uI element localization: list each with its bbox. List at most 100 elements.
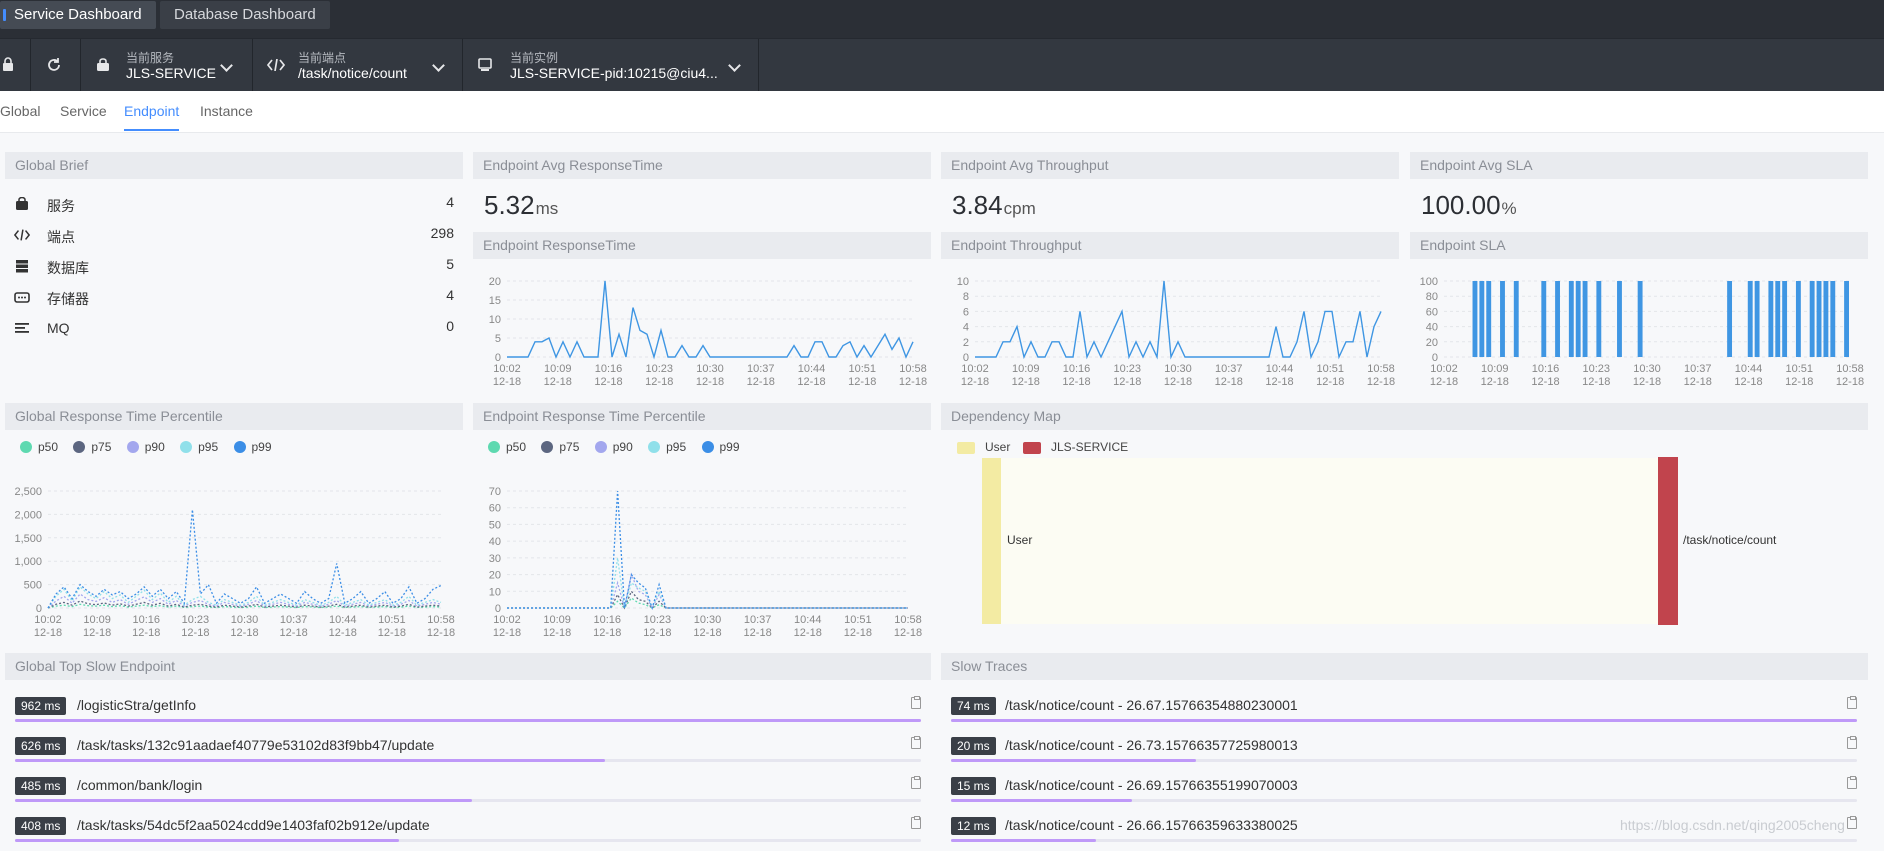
endpoint-name: /task/tasks/54dc5f2aa5024cdd9e1403faf02b… <box>77 817 430 833</box>
list-item[interactable]: 74 ms /task/notice/count - 26.67.1576635… <box>951 693 1857 731</box>
brief-row-database: 数据库 5 <box>14 256 454 278</box>
x-tick-label: 10:44 <box>329 614 357 626</box>
duration-badge: 408 ms <box>15 817 67 835</box>
x-tick-label: 10:23 <box>1582 363 1610 375</box>
duration-badge: 626 ms <box>15 737 67 755</box>
sla-bar <box>1795 281 1801 357</box>
brief-label: 服务 <box>47 198 75 214</box>
x-tick-label: 10:37 <box>1215 363 1243 375</box>
brief-row-mq: MQ 0 <box>14 318 454 340</box>
x-tick-label: 12-18 <box>747 376 775 388</box>
sla-bar <box>1555 281 1560 357</box>
tab-database-dashboard[interactable]: Database Dashboard <box>160 1 330 29</box>
endpoint-selector[interactable]: 当前端点 /task/notice/count <box>252 39 463 91</box>
service-selector[interactable]: 当前服务 JLS-SERVICE <box>80 39 253 91</box>
sla-bar <box>1541 281 1547 357</box>
lock-button[interactable] <box>0 39 31 91</box>
legend-item-p95[interactable]: p95 <box>180 440 218 454</box>
copy-icon[interactable] <box>1847 696 1857 709</box>
x-tick-label: 12-18 <box>1062 376 1090 388</box>
sla-bar <box>1844 281 1849 357</box>
duration-bar <box>15 799 472 802</box>
reload-button[interactable] <box>30 39 81 91</box>
trace-name: /task/notice/count - 26.67.1576635488023… <box>1005 697 1298 713</box>
instance-icon <box>478 58 492 71</box>
brief-label: 数据库 <box>47 260 89 276</box>
brief-label: MQ <box>47 320 70 336</box>
copy-icon[interactable] <box>911 776 921 789</box>
list-item[interactable]: 408 ms /task/tasks/54dc5f2aa5024cdd9e140… <box>15 813 921 851</box>
y-tick-label: 5 <box>495 333 501 345</box>
x-tick-label: 12-18 <box>696 376 724 388</box>
slow-traces-title: Slow Traces <box>941 653 1868 680</box>
copy-icon[interactable] <box>911 696 921 709</box>
node-endpoint[interactable] <box>1658 457 1678 625</box>
x-tick-label: 10:30 <box>696 363 724 375</box>
y-tick-label: 15 <box>489 295 501 307</box>
copy-icon[interactable] <box>911 816 921 829</box>
tab-service-dashboard[interactable]: Service Dashboard <box>0 1 156 29</box>
y-tick-label: 4 <box>963 322 969 334</box>
avg-response-title: Endpoint Avg ResponseTime <box>473 152 931 179</box>
x-tick-label: 12-18 <box>1215 376 1243 388</box>
duration-badge: 485 ms <box>15 777 67 795</box>
list-item[interactable]: 962 ms /logisticStra/getInfo <box>15 693 921 731</box>
series-line-p95 <box>47 585 442 609</box>
list-item[interactable]: 626 ms /task/tasks/132c91aadaef40779e531… <box>15 733 921 771</box>
tab-instance[interactable]: Instance <box>200 103 253 119</box>
instance-selector[interactable]: 当前实例 JLS-SERVICE-pid:10215@ciu4... <box>462 39 759 91</box>
copy-icon[interactable] <box>1847 816 1857 829</box>
sla-bar <box>1617 281 1622 357</box>
list-item[interactable]: 12 ms /task/notice/count - 26.66.1576635… <box>951 813 1857 851</box>
legend-item-p50[interactable]: p50 <box>20 440 58 454</box>
tab-service[interactable]: Service <box>60 103 107 119</box>
throughput-title: Endpoint Throughput <box>941 232 1399 259</box>
x-tick-label: 12-18 <box>1367 376 1395 388</box>
x-tick-label: 12-18 <box>1785 376 1813 388</box>
duration-bar <box>15 719 921 722</box>
x-tick-label: 10:16 <box>1063 363 1091 375</box>
tab-endpoint[interactable]: Endpoint <box>124 103 180 131</box>
x-tick-label: 12-18 <box>280 627 308 639</box>
copy-icon[interactable] <box>1847 776 1857 789</box>
legend-item-p75[interactable]: p75 <box>73 440 111 454</box>
legend-item-p95[interactable]: p95 <box>648 440 686 454</box>
sla-bar <box>1775 281 1781 357</box>
service-selector-value: JLS-SERVICE <box>126 65 216 81</box>
legend-item-p50[interactable]: p50 <box>488 440 526 454</box>
node-user-label: User <box>1007 533 1033 547</box>
duration-badge: 12 ms <box>951 817 996 835</box>
legend-item-p90[interactable]: p90 <box>126 440 165 454</box>
x-tick-label: 12-18 <box>961 376 989 388</box>
node-user[interactable] <box>982 458 1001 624</box>
x-tick-label: 12-18 <box>1481 376 1509 388</box>
x-tick-label: 12-18 <box>1531 376 1559 388</box>
list-item[interactable]: 20 ms /task/notice/count - 26.73.1576635… <box>951 733 1857 771</box>
list-item[interactable]: 15 ms /task/notice/count - 26.69.1576635… <box>951 773 1857 811</box>
tab-global[interactable]: Global <box>0 103 41 119</box>
y-tick-label: 10 <box>489 314 501 326</box>
y-tick-label: 10 <box>957 276 969 288</box>
legend-item-p99[interactable]: p99 <box>701 440 740 454</box>
series-line-p90 <box>47 593 442 609</box>
x-tick-label: 12-18 <box>899 376 927 388</box>
sla-bar <box>1816 281 1822 357</box>
duration-bar-track <box>951 759 1857 762</box>
list-item[interactable]: 485 ms /common/bank/login <box>15 773 921 811</box>
service-selector-label: 当前服务 <box>126 51 175 65</box>
x-tick-label: 12-18 <box>132 627 160 639</box>
x-tick-label: 10:30 <box>694 614 722 626</box>
reload-icon <box>48 58 60 71</box>
instance-selector-value: JLS-SERVICE-pid:10215@ciu4... <box>510 65 718 81</box>
legend-item-p75[interactable]: p75 <box>541 440 579 454</box>
x-tick-label: 12-18 <box>744 627 772 639</box>
duration-bar-track <box>15 839 921 842</box>
legend-item-p99[interactable]: p99 <box>233 440 272 454</box>
legend-item-p90[interactable]: p90 <box>594 440 633 454</box>
x-tick-label: 10:30 <box>1164 363 1192 375</box>
copy-icon[interactable] <box>1847 736 1857 749</box>
y-tick-label: 8 <box>963 291 969 303</box>
copy-icon[interactable] <box>911 736 921 749</box>
x-tick-label: 12-18 <box>844 627 872 639</box>
dependency-link[interactable] <box>1001 458 1658 624</box>
